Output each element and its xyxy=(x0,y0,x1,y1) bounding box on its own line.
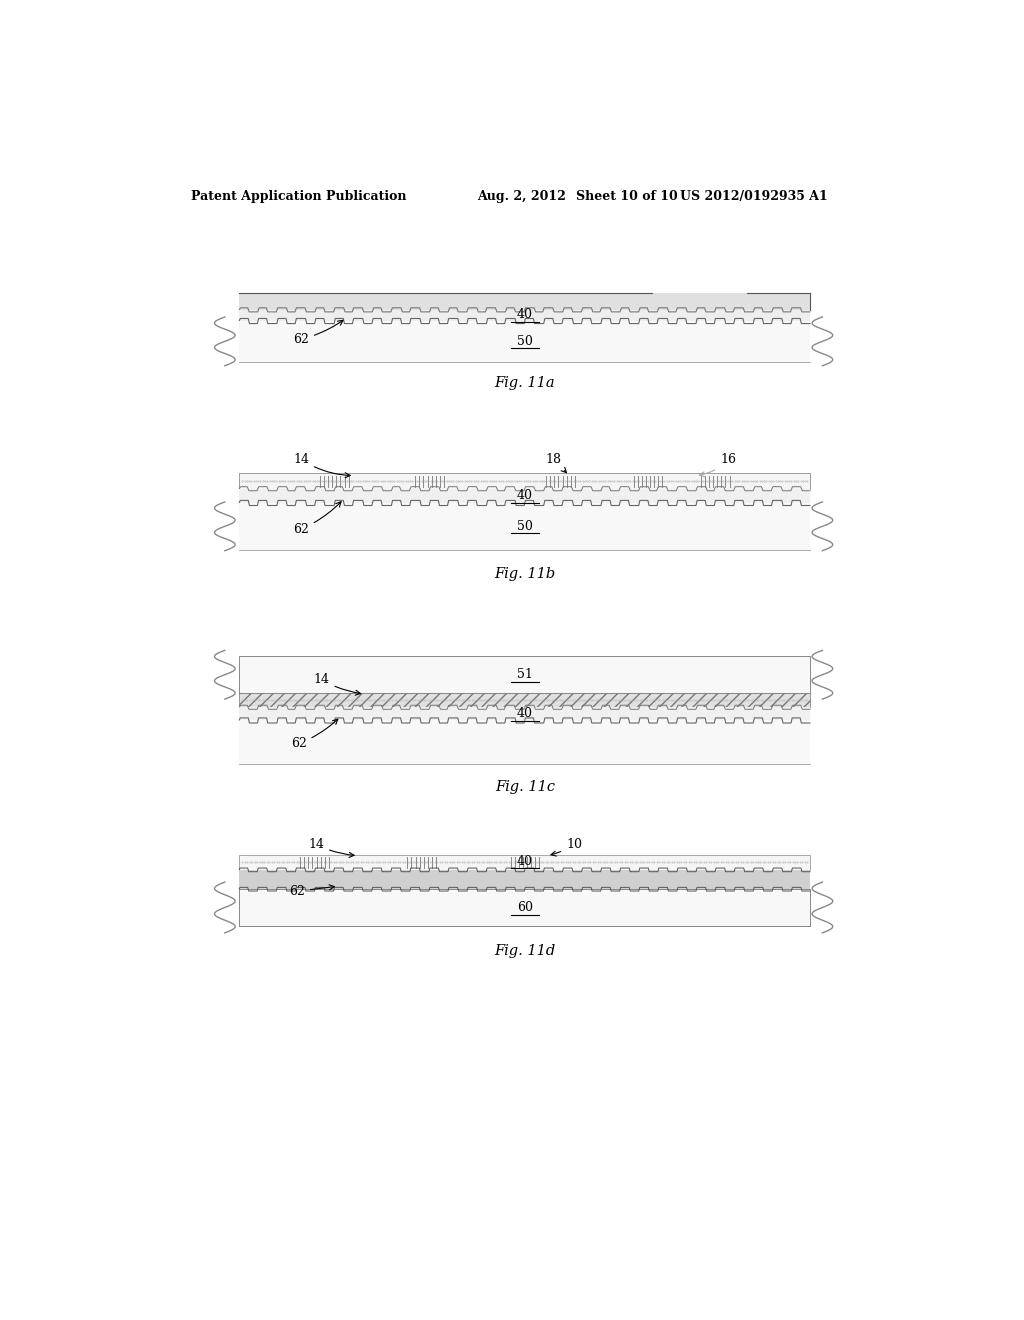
Text: Fig. 11b: Fig. 11b xyxy=(495,568,555,581)
Bar xyxy=(240,474,811,488)
Bar xyxy=(240,693,811,708)
Text: US 2012/0192935 A1: US 2012/0192935 A1 xyxy=(680,190,827,202)
Text: Sheet 10 of 10: Sheet 10 of 10 xyxy=(577,190,678,202)
Text: 50: 50 xyxy=(517,335,532,348)
Text: Fig. 11d: Fig. 11d xyxy=(495,944,555,958)
Text: 62: 62 xyxy=(291,719,338,750)
Text: 18: 18 xyxy=(546,453,566,473)
Text: 62: 62 xyxy=(293,321,343,346)
Text: 14: 14 xyxy=(313,673,360,696)
Text: 16: 16 xyxy=(699,453,736,477)
Text: Aug. 2, 2012: Aug. 2, 2012 xyxy=(477,190,566,202)
Bar xyxy=(240,310,811,321)
Text: 50: 50 xyxy=(517,520,532,533)
Bar xyxy=(240,656,811,693)
Text: Patent Application Publication: Patent Application Publication xyxy=(191,190,407,202)
Text: Fig. 11c: Fig. 11c xyxy=(495,780,555,793)
Bar xyxy=(240,293,811,310)
Text: 40: 40 xyxy=(517,708,532,721)
Text: 51: 51 xyxy=(517,668,532,681)
Bar xyxy=(240,721,811,764)
Bar xyxy=(240,321,811,362)
Text: 60: 60 xyxy=(517,902,532,913)
Text: 40: 40 xyxy=(517,855,532,867)
Bar xyxy=(240,503,811,549)
Text: 40: 40 xyxy=(517,308,532,321)
Text: 62: 62 xyxy=(293,502,341,536)
Text: 10: 10 xyxy=(551,838,582,857)
Bar xyxy=(240,488,811,503)
Bar xyxy=(240,870,811,890)
Text: 40: 40 xyxy=(517,490,532,503)
Text: 14: 14 xyxy=(308,838,354,858)
Bar xyxy=(240,854,811,870)
Bar xyxy=(240,708,811,721)
Text: 62: 62 xyxy=(289,884,334,898)
Bar xyxy=(240,890,811,925)
Text: 14: 14 xyxy=(293,453,350,478)
Text: Fig. 11a: Fig. 11a xyxy=(495,376,555,389)
